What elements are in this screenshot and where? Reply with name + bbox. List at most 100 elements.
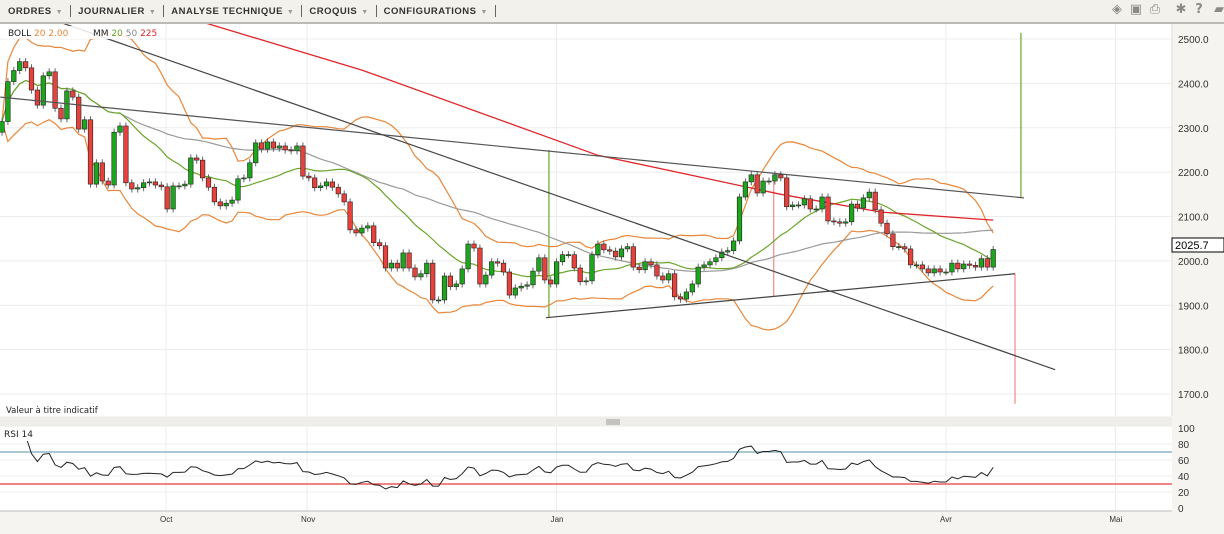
- menu-croquis[interactable]: CROQUIS ▼: [305, 6, 372, 17]
- menu-ordres[interactable]: ORDRES ▼: [4, 6, 67, 17]
- candle: [471, 243, 477, 249]
- candle: [465, 243, 471, 270]
- candle: [854, 203, 861, 209]
- divider: [301, 5, 303, 17]
- candle: [347, 201, 353, 231]
- candle: [353, 229, 359, 234]
- candle: [282, 145, 288, 151]
- candle: [182, 183, 188, 187]
- candle: [666, 273, 672, 281]
- candle: [335, 186, 341, 195]
- candle: [258, 142, 265, 150]
- candle: [99, 162, 105, 182]
- candle: [742, 181, 748, 198]
- svg-text:MM 20 50 225: MM 20 50 225: [93, 29, 157, 39]
- panel-splitter[interactable]: [0, 417, 1172, 426]
- candle: [205, 177, 212, 188]
- candle: [890, 233, 896, 247]
- layers-icon[interactable]: ◈: [1112, 2, 1122, 17]
- candle: [276, 145, 282, 149]
- candle: [748, 174, 754, 183]
- candle: [359, 227, 365, 234]
- candle: [801, 198, 807, 206]
- legend-boll-period: 20: [34, 29, 46, 39]
- candle: [896, 246, 902, 248]
- legend-mm225: 225: [140, 29, 157, 39]
- divider: [70, 5, 72, 17]
- candle: [677, 296, 684, 300]
- price-tick-label: 2300.0: [1178, 124, 1209, 135]
- candle: [612, 250, 619, 258]
- candle: [807, 198, 813, 210]
- divider: [375, 5, 377, 17]
- candle: [294, 145, 300, 152]
- candle: [795, 204, 802, 207]
- price-tick-label: 1800.0: [1178, 346, 1209, 357]
- menu-journalier[interactable]: JOURNALIER ▼: [74, 6, 160, 17]
- candle: [624, 246, 630, 250]
- candle: [11, 70, 17, 82]
- candle: [146, 181, 153, 184]
- print-icon[interactable]: ⎙: [1149, 2, 1161, 17]
- candle: [0, 121, 5, 133]
- candle: [736, 196, 743, 242]
- candle: [589, 254, 595, 282]
- comment-icon[interactable]: ▰: [1214, 2, 1224, 17]
- candle: [406, 252, 412, 269]
- candle: [866, 191, 872, 199]
- candle: [217, 201, 223, 207]
- trendline: [0, 96, 1024, 199]
- candle: [524, 284, 530, 287]
- rsi-legend: RSI 14: [4, 430, 33, 440]
- chevron-down-icon: ▼: [361, 8, 369, 16]
- candle: [176, 185, 182, 188]
- help-icon[interactable]: ?: [1195, 2, 1203, 17]
- candle: [577, 267, 583, 283]
- candle: [329, 181, 336, 188]
- candle: [494, 261, 501, 264]
- candle: [58, 107, 64, 120]
- candle: [34, 89, 40, 106]
- chevron-down-icon: ▼: [480, 8, 488, 16]
- candle: [860, 197, 866, 209]
- mm50-line: [1, 79, 994, 273]
- candle: [17, 61, 23, 71]
- candle: [825, 196, 831, 222]
- price-tick-label: 2000.0: [1178, 257, 1209, 268]
- candle: [28, 67, 35, 91]
- candle: [772, 174, 778, 182]
- candle: [766, 180, 772, 183]
- candle: [477, 247, 483, 285]
- candle: [341, 193, 347, 203]
- candle: [264, 141, 271, 150]
- candle: [660, 275, 666, 281]
- candle: [571, 254, 577, 269]
- candle: [111, 131, 117, 186]
- price-tick-label: 2500.0: [1178, 35, 1209, 46]
- rsi-tick-label: 80: [1178, 440, 1190, 451]
- candle: [884, 222, 890, 235]
- rsi-legend-box: [2, 428, 50, 441]
- candle: [648, 261, 654, 266]
- legend-box: [4, 26, 159, 39]
- candle: [642, 261, 648, 271]
- candle: [500, 262, 507, 273]
- legend-boll-dev: 2.00: [48, 29, 68, 39]
- svg-text:BOLL 20 2.00: BOLL 20 2.00: [8, 29, 69, 39]
- price-tick-label: 2200.0: [1178, 168, 1209, 179]
- candle: [542, 257, 548, 281]
- candle: [194, 157, 200, 161]
- candle: [105, 180, 111, 186]
- candle: [536, 257, 542, 272]
- candle: [695, 266, 701, 285]
- rsi-line: [7, 429, 994, 490]
- candle: [961, 263, 967, 270]
- menu-analyse-technique[interactable]: ANALYSE TECHNIQUE ▼: [167, 6, 298, 17]
- candle: [559, 254, 566, 263]
- gear-icon[interactable]: ✱: [1175, 2, 1187, 17]
- menu-configurations[interactable]: CONFIGURATIONS ▼: [380, 6, 492, 17]
- image-icon[interactable]: ▣: [1129, 2, 1143, 17]
- candle: [170, 185, 176, 210]
- candle: [400, 252, 406, 269]
